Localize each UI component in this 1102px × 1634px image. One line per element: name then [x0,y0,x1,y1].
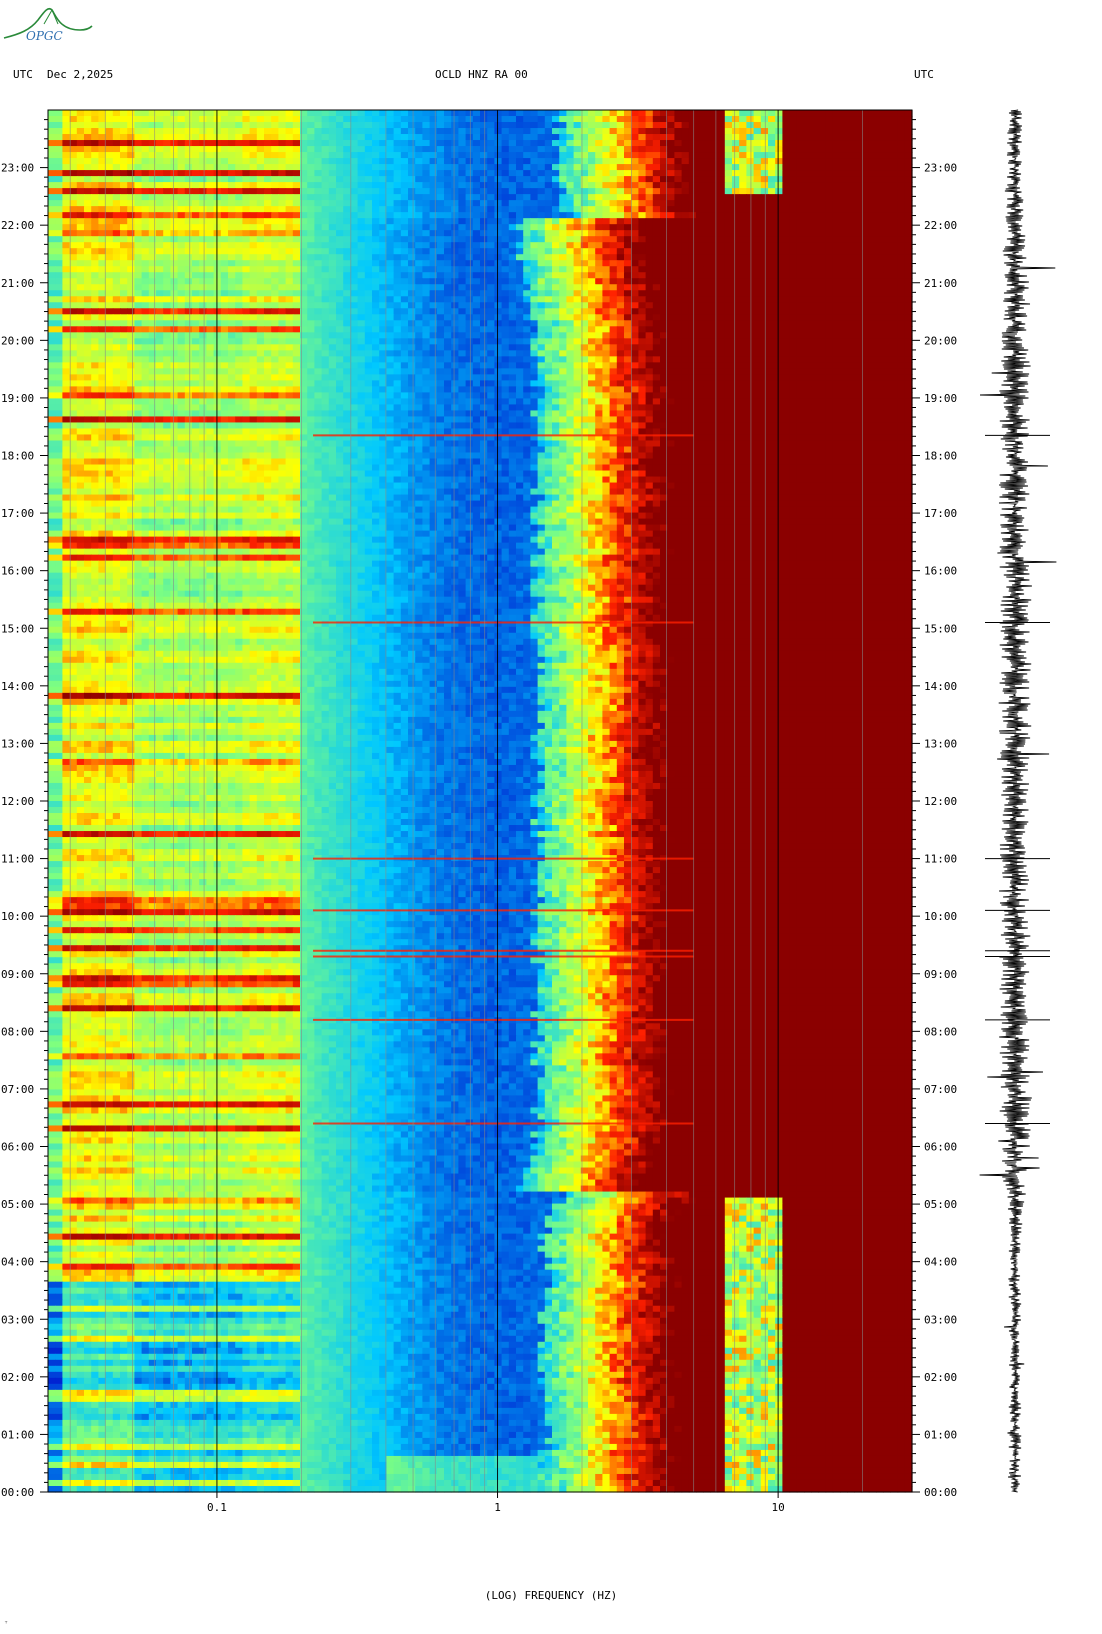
time-tick-label-left: 13:00 [1,737,34,750]
time-tick-label-left: 21:00 [1,277,34,290]
trace-path [980,110,1057,1492]
time-tick-label-left: 14:00 [1,680,34,693]
time-tick-label-right: 19:00 [924,392,957,405]
time-tick-label-left: 15:00 [1,622,34,635]
time-tick-label-left: 07:00 [1,1083,34,1096]
time-tick-label-left: 04:00 [1,1256,34,1269]
time-tick-label-left: 05:00 [1,1198,34,1211]
x-axis-label: (LOG) FREQUENCY (HZ) [0,1589,1102,1602]
time-tick-label-left: 02:00 [1,1371,34,1384]
time-tick-label-left: 01:00 [1,1428,34,1441]
time-tick-label-right: 23:00 [924,162,957,175]
time-tick-label-right: 00:00 [924,1486,957,1499]
time-tick-label-left: 20:00 [1,334,34,347]
time-tick-label-left: 18:00 [1,450,34,463]
time-tick-label-right: 11:00 [924,853,957,866]
spectrogram-heatmap [48,110,913,1493]
time-tick-label-left: 00:00 [1,1486,34,1499]
time-tick-label-right: 17:00 [924,507,957,520]
time-tick-label-right: 20:00 [924,334,957,347]
time-tick-label-right: 16:00 [924,565,957,578]
time-tick-label-right: 12:00 [924,795,957,808]
freq-tick-label: 1 [494,1501,501,1514]
freq-tick-label: 10 [771,1501,784,1514]
seismogram-trace [980,110,1057,1492]
time-tick-label-right: 13:00 [924,737,957,750]
time-tick-label-right: 21:00 [924,277,957,290]
time-tick-label-right: 06:00 [924,1141,957,1154]
time-tick-label-left: 12:00 [1,795,34,808]
time-tick-label-right: 08:00 [924,1025,957,1038]
time-tick-label-right: 02:00 [924,1371,957,1384]
time-tick-label-left: 08:00 [1,1025,34,1038]
time-tick-label-right: 18:00 [924,450,957,463]
time-tick-label-right: 04:00 [924,1256,957,1269]
time-tick-label-left: 09:00 [1,968,34,981]
time-tick-label-right: 15:00 [924,622,957,635]
time-tick-label-left: 17:00 [1,507,34,520]
time-tick-label-left: 06:00 [1,1141,34,1154]
time-tick-label-left: 10:00 [1,910,34,923]
time-tick-label-right: 05:00 [924,1198,957,1211]
time-tick-label-right: 10:00 [924,910,957,923]
time-tick-label-left: 11:00 [1,853,34,866]
time-tick-label-left: 22:00 [1,219,34,232]
time-tick-label-right: 01:00 [924,1428,957,1441]
time-tick-label-right: 22:00 [924,219,957,232]
freq-tick-label: 0.1 [207,1501,227,1514]
time-tick-label-right: 07:00 [924,1083,957,1096]
time-tick-label-left: 19:00 [1,392,34,405]
time-tick-label-right: 14:00 [924,680,957,693]
time-tick-label-left: 16:00 [1,565,34,578]
time-tick-label-right: 03:00 [924,1313,957,1326]
time-tick-label-right: 09:00 [924,968,957,981]
corner-mark: ᵀ [4,1620,8,1628]
frequency-axis: 0.1 1 10 [207,1492,785,1514]
time-tick-label-left: 23:00 [1,162,34,175]
time-tick-label-left: 03:00 [1,1313,34,1326]
